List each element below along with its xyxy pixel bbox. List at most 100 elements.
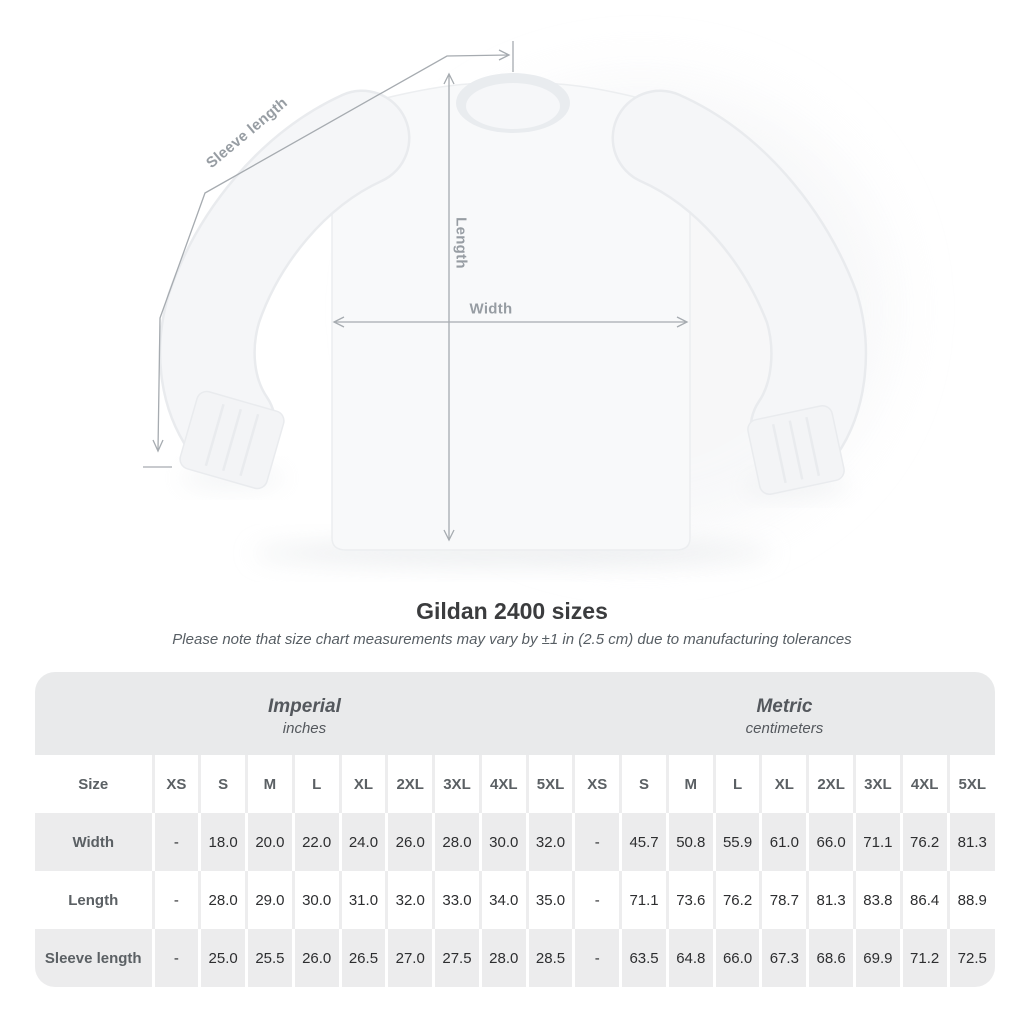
size-header-metric-4xl: 4XL bbox=[899, 755, 949, 813]
sleeve-metric-xs: - bbox=[572, 929, 621, 987]
width-metric-4xl: 76.2 bbox=[899, 813, 949, 871]
size-header-metric-m: M bbox=[665, 755, 715, 813]
left-sleeve-fill bbox=[161, 92, 408, 470]
sleeve-metric-5xl: 72.5 bbox=[946, 929, 995, 987]
length-imperial-xl: 31.0 bbox=[338, 871, 387, 929]
sleeve-imperial-s: 25.0 bbox=[198, 929, 247, 987]
width-metric-3xl: 71.1 bbox=[852, 813, 902, 871]
size-header-imperial-m: M bbox=[245, 755, 294, 813]
left-cuff bbox=[179, 390, 285, 490]
length-imperial-3xl: 33.0 bbox=[432, 871, 481, 929]
width-metric-xs: - bbox=[572, 813, 621, 871]
size-header-imperial-xl: XL bbox=[338, 755, 387, 813]
length-metric-xs: - bbox=[572, 871, 621, 929]
length-metric-s: 71.1 bbox=[619, 871, 668, 929]
sleeve-imperial-l: 26.0 bbox=[291, 929, 341, 987]
size-header-metric-3xl: 3XL bbox=[852, 755, 902, 813]
width-imperial-5xl: 32.0 bbox=[525, 813, 574, 871]
width-metric-2xl: 66.0 bbox=[806, 813, 855, 871]
length-metric-5xl: 88.9 bbox=[946, 871, 995, 929]
sleeve-metric-4xl: 71.2 bbox=[899, 929, 949, 987]
sleeve-length-arrowhead-down bbox=[152, 439, 164, 453]
metric-header: Metric centimeters bbox=[573, 672, 995, 755]
size-chart-table: Imperial inches Metric centimeters Size … bbox=[35, 672, 995, 987]
width-metric-m: 50.8 bbox=[665, 813, 715, 871]
length-label: Length bbox=[452, 217, 470, 269]
sleeve-metric-m: 64.8 bbox=[665, 929, 715, 987]
size-header-imperial-2xl: 2XL bbox=[385, 755, 434, 813]
sleeve-imperial-4xl: 28.0 bbox=[478, 929, 528, 987]
width-imperial-l: 22.0 bbox=[291, 813, 341, 871]
width-imperial-xs: - bbox=[151, 813, 200, 871]
size-header-row: Size XS S M L XL 2XL 3XL 4XL 5XL XS S M … bbox=[35, 755, 995, 813]
size-header-imperial-3xl: 3XL bbox=[432, 755, 481, 813]
length-metric-xl: 78.7 bbox=[759, 871, 808, 929]
width-metric-s: 45.7 bbox=[619, 813, 668, 871]
row-label-sleeve-length: Sleeve length bbox=[35, 929, 153, 987]
sleeve-length-arrow-line bbox=[157, 54, 510, 451]
imperial-title: Imperial bbox=[268, 696, 341, 717]
unit-header-row: Imperial inches Metric centimeters bbox=[35, 672, 995, 755]
shirt-measurement-diagram: Sleeve length Length Width bbox=[143, 41, 890, 566]
length-metric-l: 76.2 bbox=[712, 871, 761, 929]
length-imperial-2xl: 32.0 bbox=[385, 871, 434, 929]
size-header-metric-5xl: 5XL bbox=[946, 755, 995, 813]
length-arrowhead-up bbox=[443, 72, 455, 85]
shirt-illustration bbox=[143, 41, 890, 566]
size-header-metric-l: L bbox=[712, 755, 761, 813]
length-imperial-s: 28.0 bbox=[198, 871, 247, 929]
width-imperial-2xl: 26.0 bbox=[385, 813, 434, 871]
tolerance-note: Please note that size chart measurements… bbox=[172, 631, 852, 648]
table-row-sleeve-length: Sleeve length - 25.0 25.5 26.0 26.5 27.0… bbox=[35, 929, 995, 987]
right-sleeve-fill bbox=[614, 92, 865, 474]
size-header-imperial-4xl: 4XL bbox=[478, 755, 528, 813]
shirt-body bbox=[331, 81, 691, 551]
right-cuff bbox=[747, 405, 845, 495]
imperial-header: Imperial inches bbox=[35, 672, 574, 755]
length-imperial-4xl: 34.0 bbox=[478, 871, 528, 929]
length-metric-2xl: 81.3 bbox=[806, 871, 855, 929]
size-header-imperial-s: S bbox=[198, 755, 247, 813]
size-header-metric-s: S bbox=[619, 755, 668, 813]
sleeve-imperial-xl: 26.5 bbox=[338, 929, 387, 987]
size-header-metric-2xl: 2XL bbox=[806, 755, 855, 813]
length-imperial-5xl: 35.0 bbox=[525, 871, 574, 929]
metric-subtitle: centimeters bbox=[745, 720, 824, 737]
length-imperial-l: 30.0 bbox=[291, 871, 341, 929]
sleeve-metric-s: 63.5 bbox=[619, 929, 668, 987]
sleeve-metric-3xl: 69.9 bbox=[852, 929, 902, 987]
width-metric-5xl: 81.3 bbox=[946, 813, 995, 871]
measurement-arrows bbox=[143, 41, 689, 542]
width-imperial-3xl: 28.0 bbox=[432, 813, 481, 871]
sleeve-imperial-5xl: 28.5 bbox=[525, 929, 574, 987]
width-metric-l: 55.9 bbox=[712, 813, 761, 871]
size-header-imperial-xs: XS bbox=[151, 755, 200, 813]
width-imperial-xl: 24.0 bbox=[338, 813, 387, 871]
row-label-length: Length bbox=[35, 871, 153, 929]
width-arrowhead-left bbox=[332, 316, 345, 328]
length-metric-4xl: 86.4 bbox=[899, 871, 949, 929]
width-imperial-s: 18.0 bbox=[198, 813, 247, 871]
table-row-width: Width - 18.0 20.0 22.0 24.0 26.0 28.0 30… bbox=[35, 813, 995, 871]
length-arrowhead-down bbox=[443, 529, 455, 542]
imperial-subtitle: inches bbox=[282, 720, 327, 737]
sleeve-metric-xl: 67.3 bbox=[759, 929, 808, 987]
size-header-imperial-5xl: 5XL bbox=[525, 755, 574, 813]
sleeve-metric-2xl: 68.6 bbox=[806, 929, 855, 987]
length-imperial-xs: - bbox=[151, 871, 200, 929]
length-imperial-m: 29.0 bbox=[245, 871, 294, 929]
size-header-metric-xl: XL bbox=[759, 755, 808, 813]
width-arrowhead-right bbox=[676, 316, 689, 328]
sleeve-imperial-2xl: 27.0 bbox=[385, 929, 434, 987]
length-metric-m: 73.6 bbox=[665, 871, 715, 929]
width-imperial-m: 20.0 bbox=[245, 813, 294, 871]
size-header-imperial-l: L bbox=[291, 755, 341, 813]
width-label: Width bbox=[469, 300, 513, 318]
size-column-header: Size bbox=[35, 755, 153, 813]
table-row-length: Length - 28.0 29.0 30.0 31.0 32.0 33.0 3… bbox=[35, 871, 995, 929]
size-header-metric-xs: XS bbox=[572, 755, 621, 813]
sleeve-imperial-3xl: 27.5 bbox=[432, 929, 481, 987]
metric-title: Metric bbox=[756, 696, 813, 717]
row-label-width: Width bbox=[35, 813, 153, 871]
length-metric-3xl: 83.8 bbox=[852, 871, 902, 929]
